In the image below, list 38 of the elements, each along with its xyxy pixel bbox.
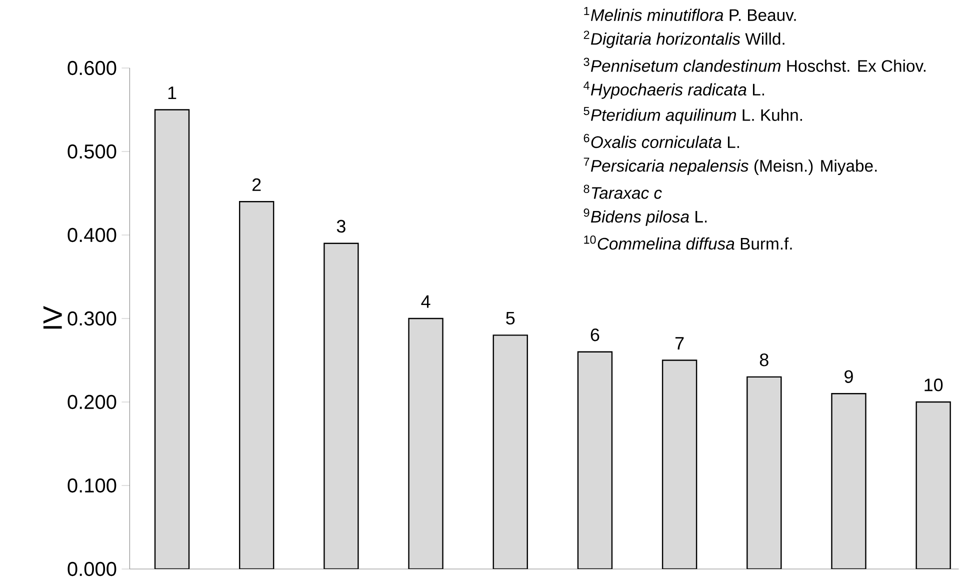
bar: [492, 334, 528, 570]
x-tick-label: 5: [506, 312, 515, 324]
annotation: $^{3}$Pennisetum clandestinum Hoschst. Ex Chiov.: [584, 58, 926, 72]
bar: [831, 393, 866, 570]
y-tick-label: 0.000: [68, 562, 116, 576]
x-tick-label: 2: [252, 178, 261, 191]
bar: [154, 109, 190, 570]
y-tick-label: 0.400: [68, 228, 116, 242]
y-tick-label: 0.100: [68, 478, 116, 493]
x-tick-label: 6: [590, 328, 600, 342]
x-tick-label: 10: [924, 378, 943, 392]
annotation: $^{10}$Commelina diffusa Burm.f.: [584, 236, 792, 250]
bar: [662, 360, 698, 570]
bar: [746, 376, 782, 570]
x-tick-label: 3: [336, 220, 346, 233]
bar: [408, 318, 444, 570]
bar: [324, 242, 359, 570]
bar: [238, 201, 274, 570]
annotation: $^{5}$Pteridium aquilinum L. Kuhn.: [584, 106, 802, 124]
x-tick-label: 1: [168, 86, 176, 100]
annotation: $^{4}$Hypochaeris radicata L.: [584, 82, 764, 99]
y-tick-label: 0.500: [68, 144, 116, 159]
x-tick-label: 4: [421, 295, 430, 308]
text: $^{2}$Digitaria horizontalis Willd.: [584, 30, 784, 48]
bar: [577, 351, 613, 570]
x-tick-label: 7: [675, 337, 684, 350]
x-tick-label: 8: [760, 354, 768, 366]
y-tick-label: 0.200: [68, 394, 116, 410]
annotation: $^{9}$Bidens pilosa L.: [584, 208, 707, 226]
y-tick-label: 0.600: [68, 60, 116, 76]
x-tick-label: 9: [844, 370, 853, 383]
text: $^{1}$Melinis minutiflora P. Beauv.: [584, 7, 796, 22]
y-tick-label: 0.300: [68, 311, 116, 326]
annotation: $^{6}$Oxalis corniculata L.: [584, 134, 739, 148]
y-axis-title: IV: [43, 306, 62, 329]
bar: [916, 401, 951, 570]
annotation: $^{8}$Taraxac c: [584, 184, 662, 199]
annotation: $^{7}$Persicaria nepalensis (Meisn.) Miyabe.: [584, 158, 877, 176]
